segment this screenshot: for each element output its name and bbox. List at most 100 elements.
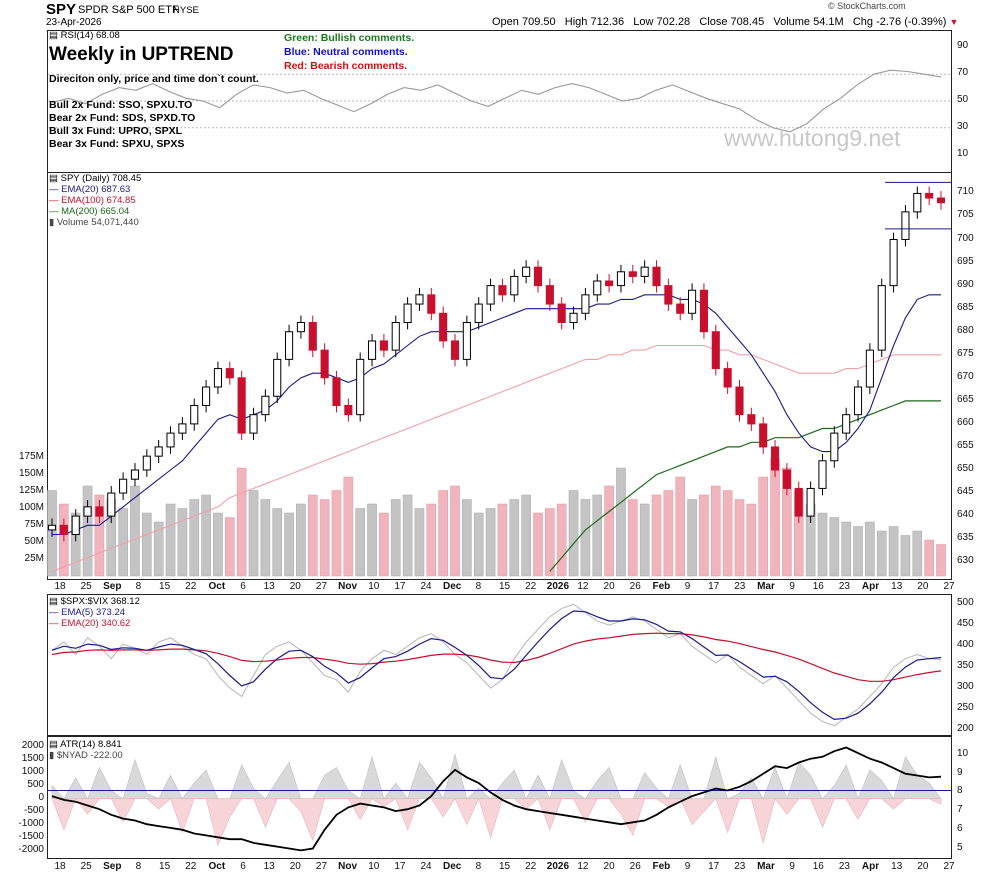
- candle-body: [213, 368, 223, 388]
- x-tick-top: 2026: [546, 581, 570, 592]
- green-note: Green: Bullish comments.: [284, 32, 415, 44]
- rsi-legend-icon: ▤: [49, 30, 58, 41]
- x-tick-bottom: 13: [891, 861, 903, 872]
- price-legend-spy: ▤ SPY (Daily) 708.45: [49, 173, 141, 184]
- volume-bar: [865, 521, 875, 577]
- candle-body: [853, 386, 863, 416]
- chart-header: SPY SPDR S&P 500 ETF NYSE 23-Apr-2026 © …: [0, 0, 990, 30]
- x-tick-top: 23: [734, 581, 746, 592]
- x-tick-top: 9: [789, 581, 795, 592]
- atr-ytick: 8: [957, 785, 963, 797]
- spx-vix-panel[interactable]: [47, 594, 952, 736]
- ticker-symbol[interactable]: SPY: [46, 1, 77, 18]
- x-tick-top: 27: [943, 581, 955, 592]
- x-tick-top: Sep: [103, 581, 122, 592]
- candle-body: [522, 266, 531, 277]
- x-tick-bottom: Mar: [757, 861, 775, 872]
- candle-body: [652, 266, 661, 287]
- volume-bar: [153, 521, 164, 577]
- x-tick-bottom: 10: [368, 861, 380, 872]
- ema20-line: [52, 294, 941, 536]
- volume-bar: [841, 521, 851, 577]
- candle-body: [190, 404, 199, 425]
- spx-vix-ema20-line: [51, 632, 942, 682]
- candle-body: [166, 432, 175, 448]
- volume-bar: [746, 503, 757, 577]
- price-legend-volume: ▮ Volume 54,071,440: [49, 217, 139, 228]
- x-tick-bottom: 23: [838, 861, 850, 872]
- candle-body: [344, 404, 353, 416]
- price-legend-spy-label: SPY (Daily) 708.45: [60, 173, 142, 184]
- x-tick-top: 26: [629, 581, 641, 592]
- x-tick-bottom: 12: [577, 861, 589, 872]
- candle-body: [59, 524, 68, 536]
- price-ytick: 680: [957, 324, 974, 336]
- candle-body: [379, 340, 388, 351]
- x-tick-top: 24: [420, 581, 432, 592]
- volume-bar: [521, 494, 531, 577]
- candle-body: [47, 524, 57, 531]
- candle-body: [664, 285, 673, 305]
- volume-bar: [473, 512, 484, 577]
- blue-note: Blue: Neutral comments.: [284, 46, 408, 58]
- x-tick-bottom: Apr: [861, 861, 880, 872]
- atr-nyad-panel[interactable]: [47, 736, 952, 859]
- candle-body: [367, 340, 377, 360]
- price-legend-volume-label: Volume 54,071,440: [56, 217, 139, 228]
- volume-bar: [142, 512, 152, 577]
- volume-bar: [900, 535, 911, 577]
- vix-legend-ratio-label: $SPX:$VIX 368.12: [60, 596, 140, 607]
- x-tick-top: 17: [708, 581, 720, 592]
- x-tick-top: 22: [185, 581, 197, 592]
- candle-body: [616, 271, 626, 287]
- candle-body: [723, 368, 732, 388]
- volume-bar: [829, 517, 840, 577]
- nyad-positive-area: [51, 753, 942, 800]
- volume-bar: [402, 494, 413, 577]
- volume-bar: [687, 499, 697, 577]
- volume-ytick: 25M: [24, 553, 44, 564]
- volume-bar: [722, 490, 733, 577]
- candle-body: [450, 340, 460, 360]
- x-tick-top: Oct: [208, 581, 226, 592]
- price-panel[interactable]: [47, 172, 952, 580]
- nyad-ytick: -1000: [18, 817, 44, 829]
- candle-body: [130, 469, 140, 480]
- candle-body: [759, 423, 768, 448]
- price-ytick: 640: [957, 509, 974, 521]
- spx-vix-ema5-line: [51, 610, 942, 721]
- x-tick-top: 12: [577, 581, 589, 592]
- candle-body: [391, 321, 400, 351]
- stockcharts-credit[interactable]: © StockCharts.com: [828, 1, 906, 11]
- open-value: Open 709.50: [492, 16, 556, 28]
- candle-body: [296, 321, 305, 333]
- watermark: www.hutong9.net: [724, 125, 901, 151]
- price-ytick: 630: [957, 555, 974, 567]
- change-value: Chg -2.76 (-0.39%): [852, 16, 947, 28]
- x-tick-bottom: Feb: [652, 861, 671, 872]
- x-tick-top: 20: [289, 581, 301, 592]
- vix-ytick: 250: [957, 701, 974, 713]
- price-ytick: 700: [957, 232, 974, 244]
- volume-bar: [355, 508, 365, 577]
- atr-ytick: 10: [957, 747, 969, 759]
- down-arrow-icon: ▼: [949, 17, 959, 27]
- candle-body: [545, 285, 554, 305]
- volume-ytick: 50M: [24, 536, 44, 547]
- candle-body: [107, 492, 116, 517]
- candle-body: [486, 285, 495, 305]
- vix-ytick: 200: [957, 722, 974, 734]
- candle-body: [699, 289, 708, 333]
- candle-body: [842, 414, 851, 434]
- x-tick-top: 13: [891, 581, 903, 592]
- candle-body: [581, 294, 590, 314]
- x-tick-top: 9: [684, 581, 691, 592]
- candle-body: [889, 239, 898, 287]
- candle-body: [877, 285, 886, 351]
- volume-bar: [888, 526, 899, 577]
- volume-bar: [260, 499, 271, 577]
- atr-line: [51, 746, 942, 852]
- x-tick-top: 18: [54, 581, 66, 592]
- atr-ytick: 6: [957, 822, 963, 834]
- volume-ytick: 125M: [18, 485, 44, 496]
